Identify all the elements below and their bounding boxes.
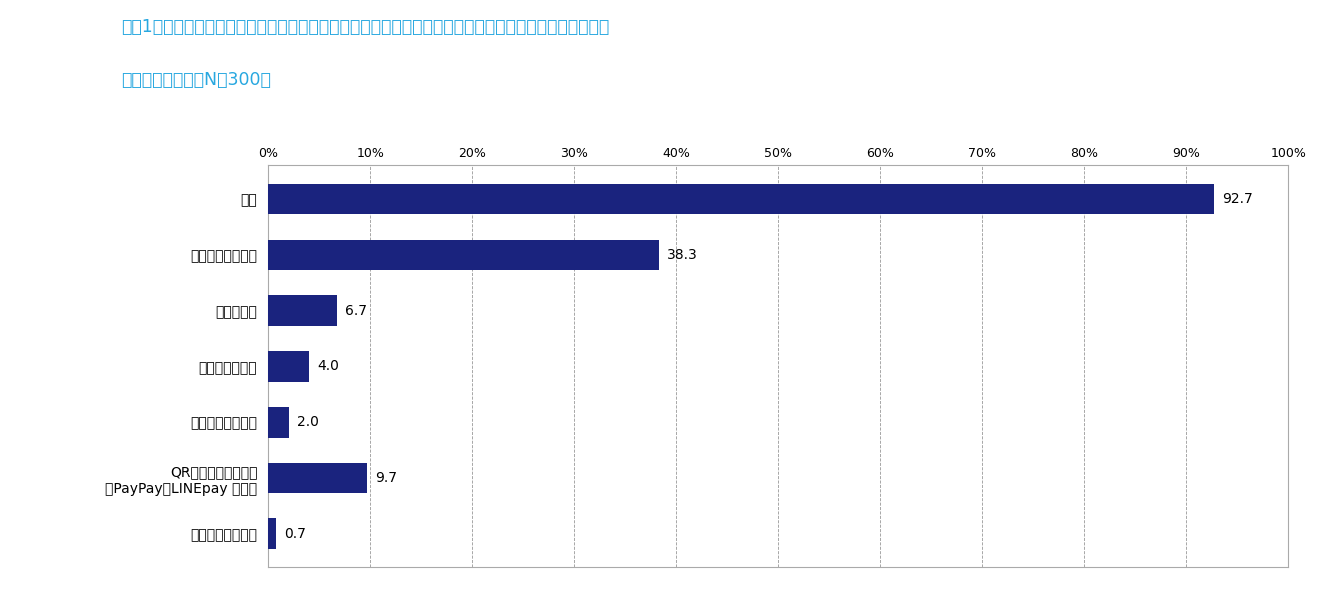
Text: 92.7: 92.7 bbox=[1223, 192, 1253, 206]
Bar bbox=[268, 184, 1215, 215]
Bar bbox=[268, 296, 337, 326]
Bar bbox=[268, 239, 659, 270]
Bar bbox=[268, 351, 309, 382]
Text: （いくつでも）（N＝300）: （いくつでも）（N＝300） bbox=[121, 71, 271, 89]
Bar bbox=[268, 463, 368, 493]
Text: 6.7: 6.7 bbox=[345, 304, 366, 317]
Text: 2.0: 2.0 bbox=[297, 415, 319, 429]
Text: 0.7: 0.7 bbox=[283, 527, 306, 541]
Text: 9.7: 9.7 bbox=[376, 471, 397, 485]
Bar bbox=[268, 407, 289, 437]
Text: 4.0: 4.0 bbox=[317, 359, 340, 374]
Text: 直近1年間に、医療機関（病院・クリニック・診療所など）を利用した際の支払方法をお選びください。: 直近1年間に、医療機関（病院・クリニック・診療所など）を利用した際の支払方法をお… bbox=[121, 18, 609, 35]
Text: 38.3: 38.3 bbox=[667, 248, 698, 262]
Bar bbox=[268, 518, 275, 549]
